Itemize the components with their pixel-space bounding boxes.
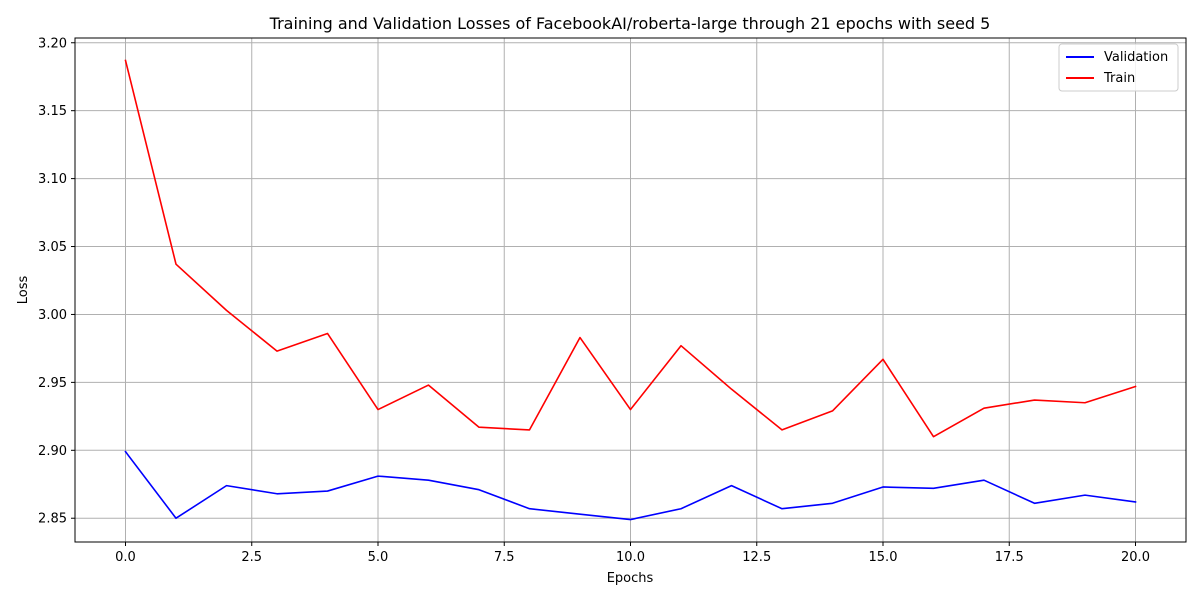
legend-box: [1058, 43, 1179, 92]
x-tick-label: 17.5: [995, 550, 1024, 565]
y-tick-label: 2.90: [38, 444, 67, 459]
axis-ticks: 0.0 2.5 5.0 7.5 10.0 12.5 15.0 17.5 20.0 2.85 2.90…: [38, 36, 1150, 565]
x-tick-label: 20.0: [1121, 550, 1150, 565]
y-tick-label: 3.10: [38, 172, 67, 187]
x-tick-label: 0.0: [115, 550, 136, 565]
x-axis-label: Epochs: [607, 571, 654, 586]
y-tick-label: 3.00: [38, 308, 67, 323]
x-tick-label: 10.0: [616, 550, 645, 565]
legend-label-train: Train: [1103, 71, 1135, 86]
series-line-validation: [124, 450, 1137, 521]
legend-label-validation: Validation: [1104, 50, 1168, 65]
legend: Validation Train: [1058, 43, 1179, 92]
y-tick-label: 3.05: [38, 240, 67, 255]
x-tick-label: 7.5: [494, 550, 515, 565]
y-tick-label: 2.95: [38, 376, 67, 391]
y-tick-label: 2.85: [38, 512, 67, 527]
x-tick-label: 12.5: [742, 550, 771, 565]
y-tick-label: 3.20: [38, 36, 67, 51]
chart-title: Training and Validation Losses of Facebo…: [269, 14, 991, 33]
x-tick-label: 2.5: [241, 550, 262, 565]
y-axis-label: Loss: [16, 276, 31, 305]
series-line-train: [124, 59, 1137, 438]
x-tick-label: 5.0: [368, 550, 389, 565]
y-tick-label: 3.15: [38, 104, 67, 119]
plot-lines: [124, 59, 1137, 521]
grid: [75, 38, 1186, 542]
x-tick-label: 15.0: [869, 550, 898, 565]
